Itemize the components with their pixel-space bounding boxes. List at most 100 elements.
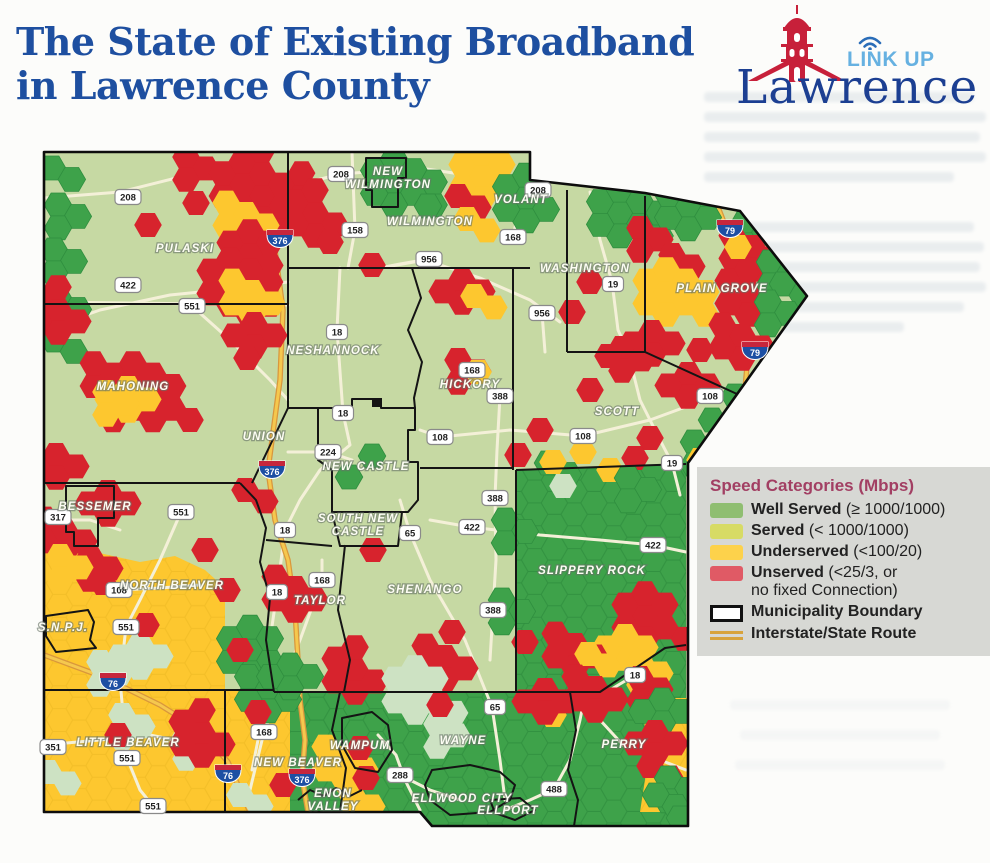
svg-text:168: 168 [505,233,521,244]
logo-lawrence-text: Lawrence [736,60,979,115]
state-route-shield: 388 [479,601,507,619]
state-route-shield: 288 [386,766,414,784]
state-route-shield: 158 [341,221,369,239]
state-route-shield: 224 [314,443,342,461]
svg-text:19: 19 [667,459,678,470]
state-route-shield: 422 [114,276,142,294]
legend-item-unserved: Unserved (<25/3, or no fixed Connection) [710,564,986,600]
logo-linkup-text: LINK UP [847,48,935,71]
township-label: SOUTH NEW CASTLE [318,513,398,538]
state-route-shield: 488 [540,780,568,798]
legend-title: Speed Categories (Mbps) [710,476,915,495]
svg-text:76: 76 [223,771,233,781]
svg-text:551: 551 [118,623,135,634]
svg-text:208: 208 [530,186,546,197]
svg-text:488: 488 [546,785,562,796]
svg-text:108: 108 [575,432,591,443]
svg-text:65: 65 [490,703,501,714]
township-label: BESSEMER [58,501,131,513]
state-route-shield: 65 [398,524,422,542]
state-route-shield: 18 [265,583,289,601]
svg-text:19: 19 [608,280,619,291]
state-route-shield: 351 [39,738,67,756]
state-route-shield: 317 [44,508,72,526]
svg-text:18: 18 [332,328,343,339]
svg-text:65: 65 [405,529,416,540]
linkup-lawrence-logo: LINK UP Lawrence [690,2,990,127]
svg-text:224: 224 [320,448,337,459]
state-route-shield: 18 [273,521,297,539]
township-label: PLAIN GROVE [676,283,767,295]
page-title: The State of Existing Broadband in Lawre… [16,19,716,109]
state-route-shield: 422 [458,518,486,536]
svg-text:108: 108 [432,433,448,444]
township-label: ELLWOOD CITY [412,793,513,805]
svg-text:388: 388 [485,606,501,617]
interstate-shield: 76 [99,672,127,692]
page-title-line2: in Lawrence County [16,63,430,109]
state-route-shield: 388 [486,387,514,405]
svg-text:551: 551 [184,302,201,313]
municipality-boundary-swatch [710,605,743,622]
courthouse-cupola-icon [748,5,846,82]
state-route-shield: 19 [660,454,684,472]
township-label: MAHONING [97,381,170,393]
wifi-signal-icon [858,36,882,50]
svg-text:18: 18 [272,588,283,599]
svg-text:18: 18 [280,526,291,537]
svg-text:376: 376 [264,467,279,477]
state-route-shield: 168 [458,361,486,379]
township-label: ELLPORT [477,805,538,817]
state-route-shield: 551 [178,297,206,315]
state-route-shield: 551 [112,618,140,636]
township-label: PERRY [602,739,647,751]
svg-text:317: 317 [50,513,66,524]
svg-text:208: 208 [333,170,349,181]
svg-text:376: 376 [272,236,287,246]
township-label: NEW CASTLE [322,461,409,473]
interstate-shield: 376 [258,460,286,480]
state-route-shield: 208 [114,188,142,206]
township-label: LITTLE BEAVER [76,737,180,749]
state-route-shield: 208 [524,181,552,199]
svg-text:422: 422 [120,281,136,292]
state-route-shield: 551 [167,503,195,521]
page-title-line1: The State of Existing Broadband [16,19,695,64]
township-label: NESHANNOCK [286,345,379,357]
svg-text:551: 551 [119,754,136,765]
state-route-shield: 388 [481,489,509,507]
unserved-swatch [710,566,743,581]
township-label: ENON VALLEY [307,788,358,813]
township-label: WAMPUM [330,740,390,752]
township-label: SHENANGO [387,584,462,596]
township-label: S.N.P.J. [38,622,88,634]
state-route-shield: 108 [105,581,133,599]
route-swatch [710,631,743,643]
state-route-shield: 551 [113,749,141,767]
svg-text:956: 956 [534,309,550,320]
svg-text:76: 76 [108,679,118,689]
svg-text:79: 79 [725,226,735,236]
svg-text:376: 376 [294,775,309,785]
svg-text:956: 956 [421,255,437,266]
svg-text:422: 422 [645,541,661,552]
township-label: SLIPPERY ROCK [538,565,646,577]
svg-text:108: 108 [702,392,718,403]
state-route-shield: 18 [325,323,349,341]
state-route-shield: 956 [528,304,556,322]
state-route-shield: 168 [250,723,278,741]
state-route-shield: 108 [569,427,597,445]
svg-text:422: 422 [464,523,480,534]
svg-text:158: 158 [347,226,363,237]
svg-text:108: 108 [111,586,127,597]
state-route-shield: 168 [499,228,527,246]
interstate-shield: 79 [716,219,744,239]
svg-text:168: 168 [464,366,480,377]
state-route-shield: 108 [426,428,454,446]
township-label: WAYNE [440,735,487,747]
served-swatch [710,524,743,539]
svg-text:351: 351 [45,743,62,754]
state-route-shield: 65 [483,698,507,716]
